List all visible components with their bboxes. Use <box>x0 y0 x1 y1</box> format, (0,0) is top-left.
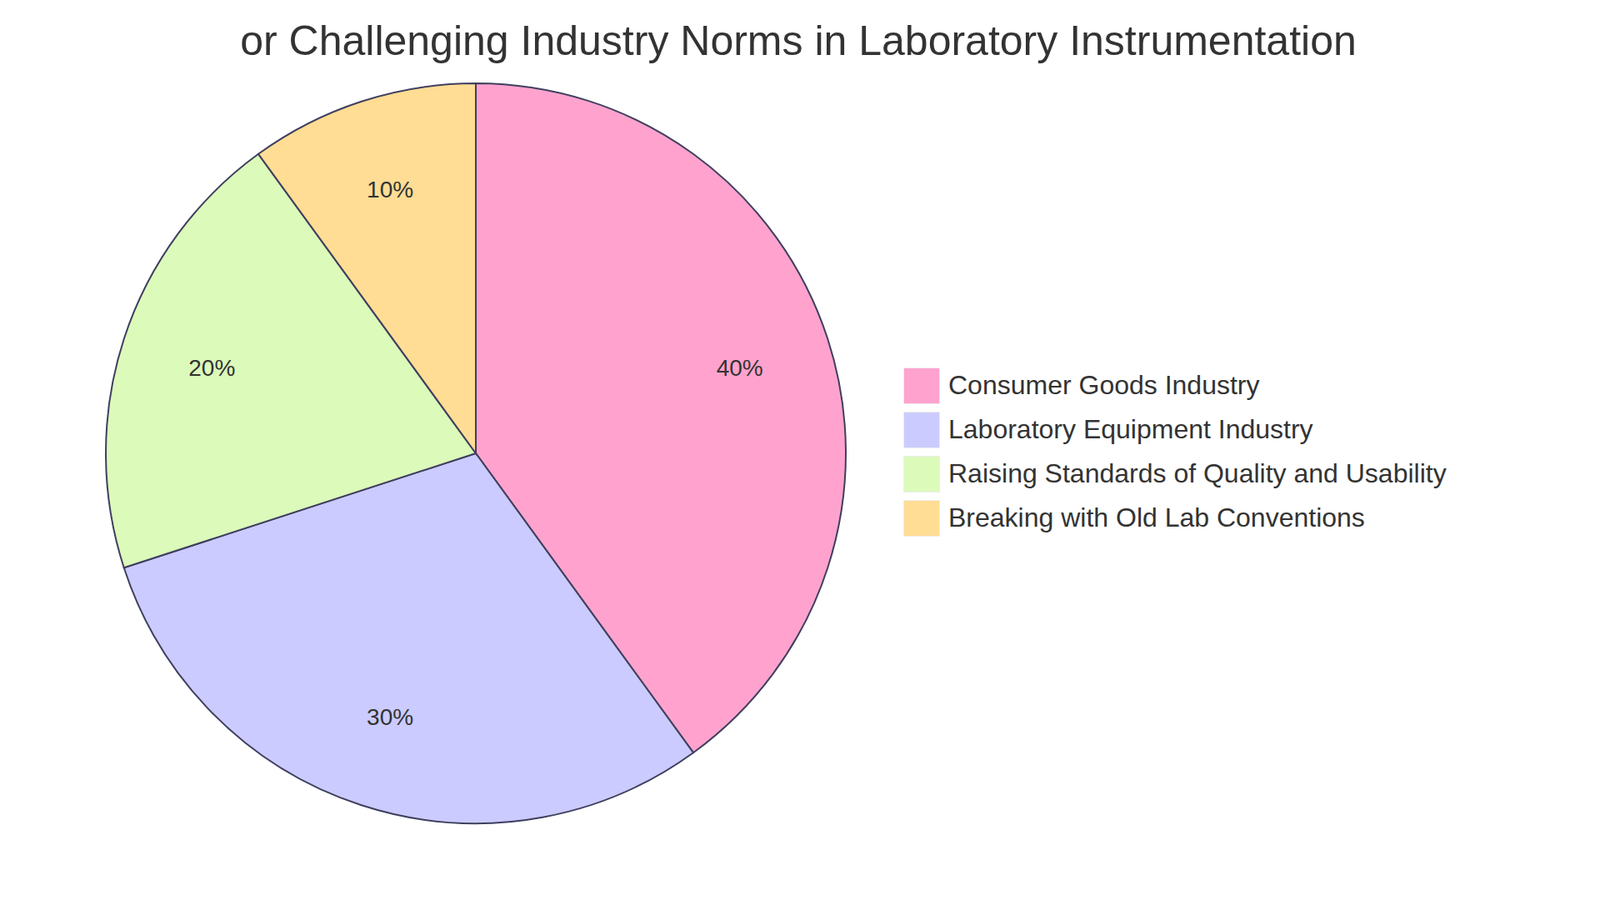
html-text:Raising Standards of Quality a: Raising Standards of Quality and Usabili… <box>948 458 1447 489</box>
html-text:Breaking with Old Lab Conventi: Breaking with Old Lab Conventions <box>948 502 1365 533</box>
svg-text:20%: 20% <box>188 355 235 381</box>
html-text:or Challenging Industry Norms: or Challenging Industry Norms in Laborat… <box>240 17 1357 65</box>
svg-text:10%: 10% <box>366 176 414 203</box>
html-text:Laboratory Equipment Industry: Laboratory Equipment Industry <box>948 414 1313 445</box>
html-text:Consumer Goods Industry: Consumer Goods Industry <box>948 370 1260 400</box>
svg-text:30%: 30% <box>366 704 414 730</box>
svg-text:40%: 40% <box>716 355 764 381</box>
